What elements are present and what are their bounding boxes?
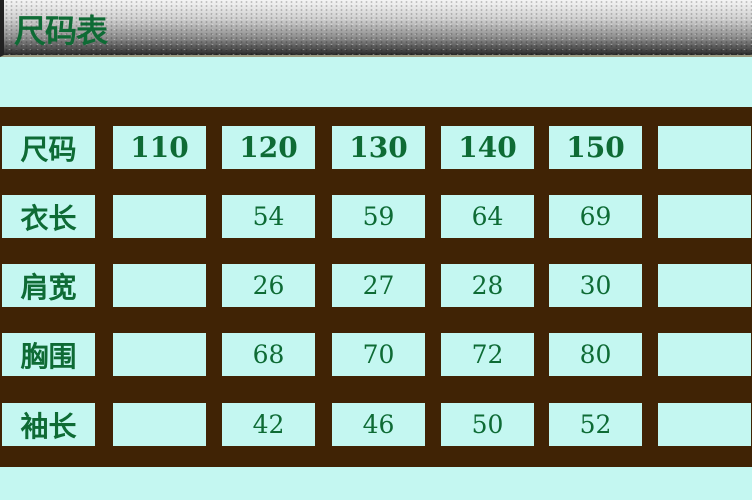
size-header-cell: 140 [441,126,534,169]
size-header-cell: 110 [113,126,206,169]
value-cell: 46 [332,403,425,446]
row-label-cell: 袖长 [2,403,95,446]
value-cell [113,195,206,238]
value-cell [658,333,751,376]
row-label-cell: 衣长 [2,195,95,238]
value-cell: 42 [222,403,315,446]
value-cell: 28 [441,264,534,307]
size-header-cell: 150 [549,126,642,169]
value-cell [113,264,206,307]
value-cell [113,333,206,376]
row-label-cell: 肩宽 [2,264,95,307]
value-cell [113,403,206,446]
value-cell: 26 [222,264,315,307]
value-cell: 54 [222,195,315,238]
size-header-cell [658,126,751,169]
value-cell: 69 [549,195,642,238]
value-cell: 52 [549,403,642,446]
size-header-cell: 130 [332,126,425,169]
value-cell: 27 [332,264,425,307]
value-cell: 68 [222,333,315,376]
value-cell: 30 [549,264,642,307]
value-cell [658,403,751,446]
value-cell: 80 [549,333,642,376]
value-cell: 59 [332,195,425,238]
value-cell: 70 [332,333,425,376]
value-cell [658,264,751,307]
value-cell: 64 [441,195,534,238]
size-header-cell: 120 [222,126,315,169]
value-cell [658,195,751,238]
page-title: 尺码表 [14,12,108,50]
row-label-cell: 胸围 [2,333,95,376]
header-label-cell: 尺码 [2,126,95,169]
value-cell: 50 [441,403,534,446]
title-banner: 尺码表 [0,0,752,57]
value-cell: 72 [441,333,534,376]
